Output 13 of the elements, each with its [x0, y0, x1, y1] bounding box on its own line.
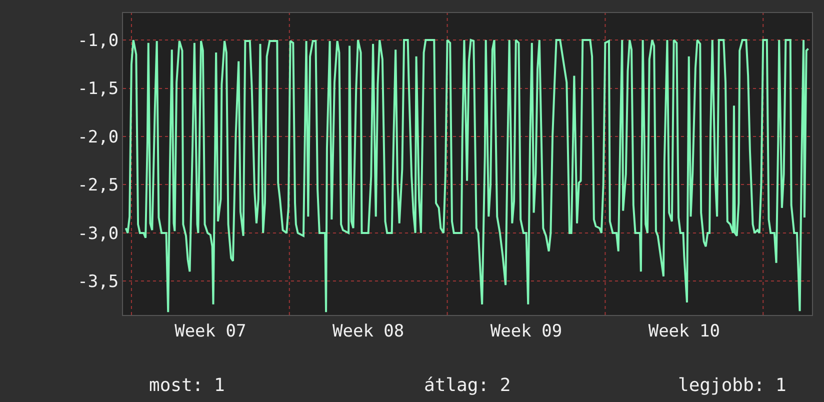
y-tick-label: -1,0: [78, 30, 119, 51]
y-tick-label: -2,5: [78, 176, 119, 196]
text: átlag: 2: [424, 375, 511, 396]
y-tick-label: -3,5: [78, 272, 119, 292]
y-tick-label: -3,0: [78, 224, 119, 244]
y-tick-label: -1,5: [78, 79, 119, 100]
x-tick-label: Week 09: [490, 321, 562, 342]
x-tick-label: Week 10: [648, 321, 720, 342]
text: legjobb: 1: [678, 375, 786, 396]
text: most: 1: [149, 375, 225, 396]
x-tick-label: Week 07: [174, 321, 246, 342]
y-tick-label: -2,0: [78, 127, 119, 148]
x-tick-label: Week 08: [332, 321, 404, 342]
